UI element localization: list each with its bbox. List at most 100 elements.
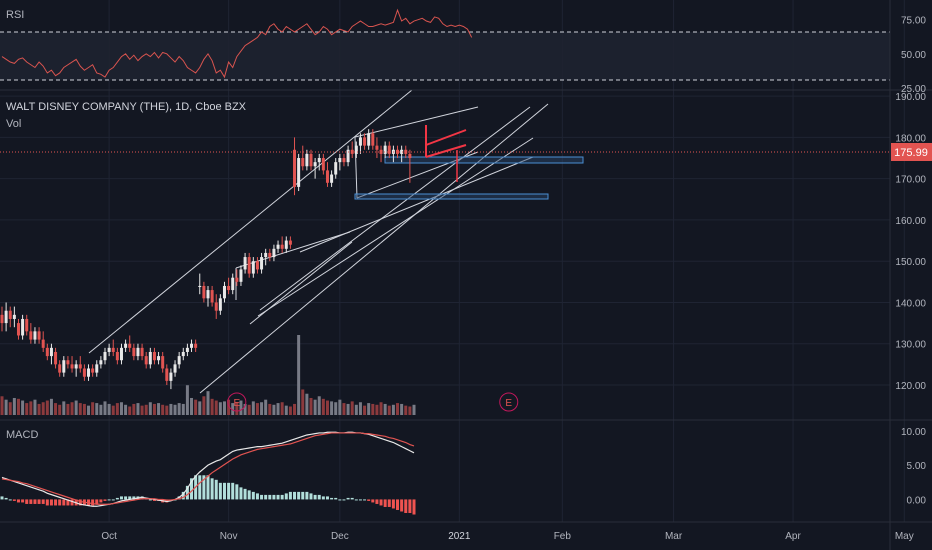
- wedge-upper-line[interactable]: [235, 231, 351, 269]
- volume-bar: [8, 402, 12, 415]
- macd-pane[interactable]: MACD: [0, 429, 416, 515]
- rsi-axis-tick-1: 50.00: [901, 50, 926, 61]
- time-axis-tick-1: Nov: [220, 531, 238, 542]
- macd-hist-bar: [305, 491, 309, 500]
- candle-body: [152, 351, 156, 361]
- volume-bar: [202, 396, 206, 415]
- macd-hist-bar: [218, 482, 222, 500]
- volume-bar: [317, 396, 321, 415]
- volume-bar: [198, 401, 202, 415]
- price-axis-tick-2: 170.00: [895, 175, 926, 186]
- volume-bar: [169, 403, 173, 415]
- volume-bar: [371, 403, 375, 415]
- rsi-axis-tick-2: 25.00: [901, 84, 926, 95]
- candle-body: [16, 323, 20, 336]
- earnings-marker-circle-0: [227, 392, 247, 412]
- candle-body: [82, 368, 86, 377]
- macd-hist-bar: [255, 493, 259, 500]
- time-axis[interactable]: Oct Nov Dec 2021 Feb Mar Apr May: [101, 531, 913, 542]
- macd-hist-bar: [313, 494, 317, 500]
- candle-body: [251, 261, 255, 274]
- macd-hist-bar: [132, 496, 136, 500]
- volume-bar: [152, 403, 156, 415]
- macd-hist-bar: [354, 499, 358, 501]
- diagonal-support-1[interactable]: [259, 106, 531, 311]
- macd-hist-bar: [198, 475, 202, 500]
- volume-bar: [165, 405, 169, 415]
- volume-bar: [342, 403, 346, 415]
- flag-upper-line[interactable]: [354, 106, 479, 138]
- volume-bar: [99, 404, 103, 415]
- candle-body: [25, 318, 29, 332]
- earnings-marker-circle-1: [499, 392, 519, 412]
- volume-bar: [396, 403, 400, 415]
- volume-bar: [181, 403, 185, 415]
- flag-lower-line[interactable]: [356, 151, 479, 199]
- macd-hist-bar: [185, 485, 189, 500]
- candle-body: [49, 347, 53, 357]
- volume-bar: [218, 402, 222, 415]
- volume-bar: [255, 403, 259, 415]
- candle-body: [144, 356, 148, 365]
- volume-bar: [29, 401, 33, 415]
- volume-bar: [404, 405, 408, 415]
- volume-bar: [128, 406, 132, 415]
- macd-hist-bar: [276, 494, 280, 500]
- volume-bar: [288, 406, 292, 415]
- macd-hist-bar: [408, 499, 412, 514]
- macd-hist-bar: [95, 499, 99, 504]
- diagonal-support-2[interactable]: [257, 137, 534, 317]
- macd-hist-bar: [214, 479, 218, 500]
- candle-body: [169, 372, 173, 381]
- candle-body: [157, 356, 161, 361]
- time-axis-tick-3: 2021: [448, 531, 471, 542]
- volume-bar: [115, 403, 119, 415]
- volume-bar: [58, 404, 62, 415]
- macd-hist-bar: [107, 499, 111, 501]
- volume-bar: [338, 399, 342, 415]
- resistance-zone-box[interactable]: [384, 156, 584, 164]
- macd-hist-bar: [247, 490, 251, 500]
- upper-channel-line[interactable]: [88, 89, 413, 354]
- candle-body: [408, 153, 412, 159]
- candle-body: [185, 347, 189, 352]
- price-axis-tick-5: 140.00: [895, 298, 926, 309]
- trendline-drawings[interactable]: [88, 89, 584, 394]
- time-axis-tick-2: Dec: [331, 531, 349, 542]
- volume-bar: [119, 402, 123, 415]
- volume-bar: [66, 403, 70, 415]
- volume-bar: [358, 402, 362, 415]
- candle-body: [231, 277, 235, 291]
- volume-bar: [363, 405, 367, 415]
- volume-label: Vol: [6, 118, 21, 130]
- candle-body: [41, 339, 45, 348]
- support-zone-box[interactable]: [354, 193, 549, 200]
- candle-body: [288, 240, 292, 245]
- diagonal-support-3[interactable]: [299, 156, 534, 253]
- volume-bar: [264, 399, 268, 415]
- volume-bar: [412, 404, 416, 415]
- pennant-upper-red[interactable]: [425, 129, 467, 146]
- price-axis-tick-0: 190.00: [895, 92, 926, 103]
- candle-body: [136, 347, 140, 357]
- macd-hist-bar: [62, 499, 66, 506]
- macd-hist-bar: [396, 499, 400, 510]
- volume-bar: [157, 403, 161, 415]
- macd-hist-bar: [264, 494, 268, 500]
- candle-body: [268, 252, 272, 258]
- pennant-lower-red[interactable]: [425, 144, 467, 158]
- macd-hist-bar: [412, 499, 416, 515]
- rsi-axis-tick-0: 75.00: [901, 16, 926, 27]
- candle-body: [91, 368, 95, 373]
- volume-bar: [37, 403, 41, 415]
- macd-hist-bar: [288, 491, 292, 500]
- macd-hist-bar: [29, 499, 33, 504]
- candle-body: [115, 351, 119, 361]
- candle-body: [396, 149, 400, 154]
- macd-hist-bar: [58, 499, 62, 506]
- rsi-pane[interactable]: RSI: [0, 8, 890, 81]
